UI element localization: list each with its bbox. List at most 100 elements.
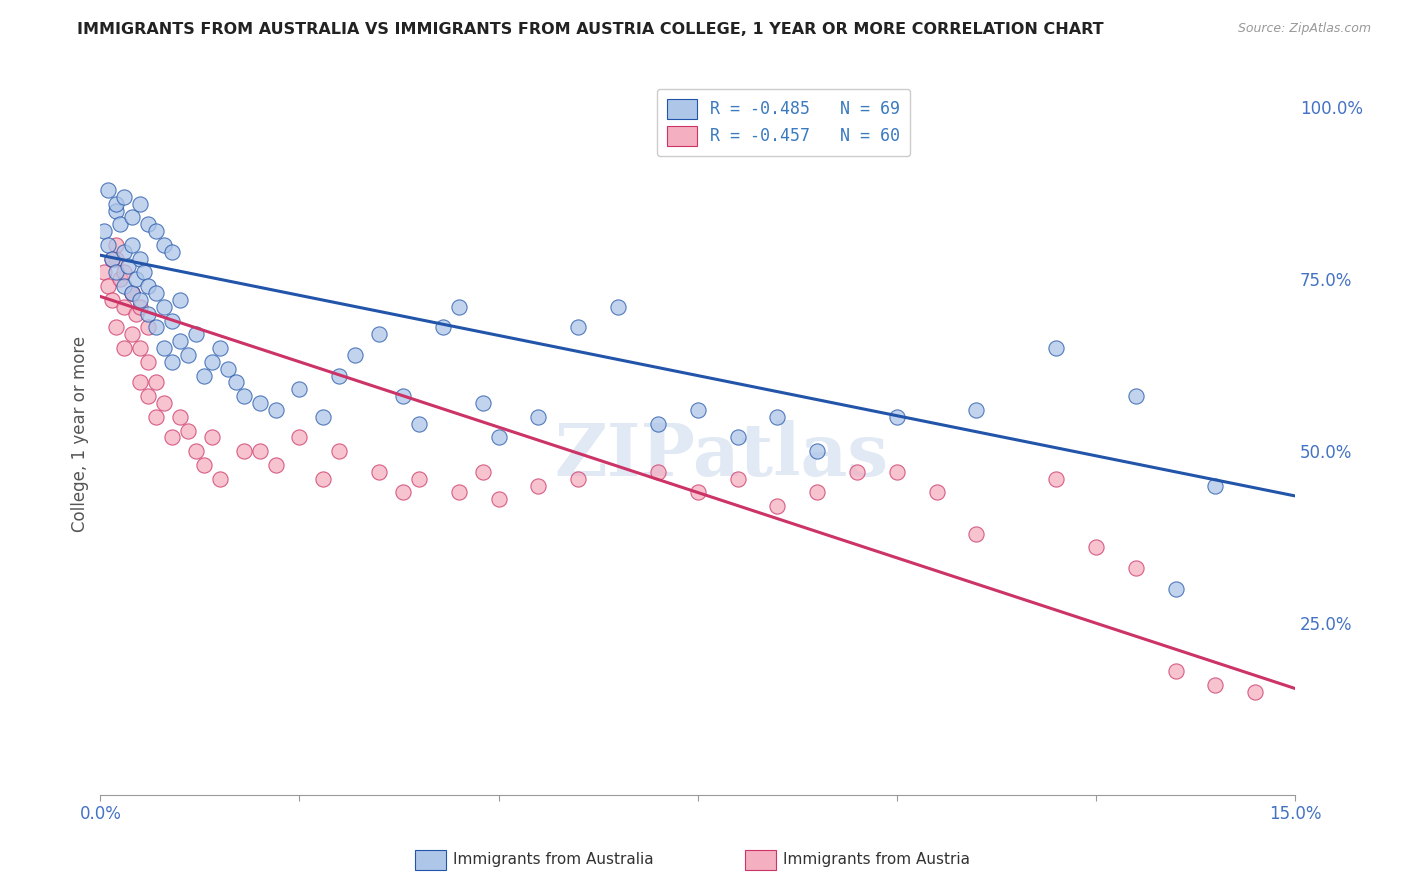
Point xyxy=(686,485,709,500)
Point xyxy=(112,265,135,279)
Point xyxy=(136,307,159,321)
Point xyxy=(145,409,167,424)
Point xyxy=(567,472,589,486)
Point xyxy=(965,526,987,541)
Point xyxy=(965,403,987,417)
Point xyxy=(193,458,215,472)
Legend: R = -0.485   N = 69, R = -0.457   N = 60: R = -0.485 N = 69, R = -0.457 N = 60 xyxy=(657,88,910,156)
Point xyxy=(169,409,191,424)
Point xyxy=(368,327,391,342)
Point xyxy=(527,409,550,424)
Point xyxy=(208,472,231,486)
Point xyxy=(567,320,589,334)
Point xyxy=(101,293,124,307)
Point xyxy=(129,300,152,314)
Point xyxy=(886,409,908,424)
Point xyxy=(105,203,128,218)
Point xyxy=(1045,472,1067,486)
Point xyxy=(145,224,167,238)
Point xyxy=(488,430,510,444)
Point xyxy=(766,409,789,424)
Point xyxy=(112,279,135,293)
Point xyxy=(110,272,132,286)
Point xyxy=(288,430,311,444)
Point xyxy=(1204,678,1226,692)
Text: Source: ZipAtlas.com: Source: ZipAtlas.com xyxy=(1237,22,1371,36)
Text: Immigrants from Austria: Immigrants from Austria xyxy=(783,853,970,867)
Point xyxy=(184,444,207,458)
Point xyxy=(136,389,159,403)
Point xyxy=(105,196,128,211)
Point xyxy=(121,238,143,252)
Text: ZIPatlas: ZIPatlas xyxy=(554,420,889,491)
Point xyxy=(121,286,143,301)
Point xyxy=(121,327,143,342)
Point xyxy=(408,417,430,431)
Point xyxy=(153,300,176,314)
Point xyxy=(112,190,135,204)
Point xyxy=(1244,685,1267,699)
Point xyxy=(264,403,287,417)
Point xyxy=(129,252,152,266)
Point xyxy=(471,465,494,479)
Point xyxy=(101,252,124,266)
Point xyxy=(112,300,135,314)
Point xyxy=(846,465,869,479)
Point xyxy=(249,444,271,458)
Point xyxy=(1125,561,1147,575)
Text: Immigrants from Australia: Immigrants from Australia xyxy=(453,853,654,867)
Point xyxy=(232,444,254,458)
Point xyxy=(806,485,828,500)
Point xyxy=(129,293,152,307)
Point xyxy=(1084,541,1107,555)
Point xyxy=(160,313,183,327)
Point xyxy=(432,320,454,334)
Point xyxy=(607,300,630,314)
Point xyxy=(806,444,828,458)
Point xyxy=(112,341,135,355)
Point xyxy=(145,376,167,390)
Point xyxy=(727,430,749,444)
Point xyxy=(1045,341,1067,355)
Point xyxy=(184,327,207,342)
Point xyxy=(1125,389,1147,403)
Point xyxy=(145,286,167,301)
Point xyxy=(93,265,115,279)
Point xyxy=(153,238,176,252)
Point xyxy=(1204,478,1226,492)
Point xyxy=(169,334,191,348)
Point xyxy=(129,196,152,211)
Point xyxy=(97,183,120,197)
Point xyxy=(1164,665,1187,679)
Point xyxy=(392,389,415,403)
Point xyxy=(177,348,200,362)
Point xyxy=(193,368,215,383)
Point xyxy=(153,341,176,355)
Point xyxy=(766,500,789,514)
Point xyxy=(471,396,494,410)
Point xyxy=(392,485,415,500)
Point xyxy=(647,465,669,479)
Point xyxy=(101,252,124,266)
Point xyxy=(408,472,430,486)
Point xyxy=(160,430,183,444)
Point xyxy=(727,472,749,486)
Point xyxy=(647,417,669,431)
Text: IMMIGRANTS FROM AUSTRALIA VS IMMIGRANTS FROM AUSTRIA COLLEGE, 1 YEAR OR MORE COR: IMMIGRANTS FROM AUSTRALIA VS IMMIGRANTS … xyxy=(77,22,1104,37)
Point xyxy=(117,259,139,273)
Point xyxy=(112,244,135,259)
Point xyxy=(105,265,128,279)
Point xyxy=(169,293,191,307)
Point xyxy=(110,217,132,231)
Point xyxy=(177,424,200,438)
Point xyxy=(125,272,148,286)
Point xyxy=(288,382,311,396)
Point xyxy=(136,355,159,369)
Point xyxy=(136,279,159,293)
Point xyxy=(160,244,183,259)
Point xyxy=(925,485,948,500)
Point xyxy=(145,320,167,334)
Point xyxy=(312,409,335,424)
Point xyxy=(136,217,159,231)
Point xyxy=(125,307,148,321)
